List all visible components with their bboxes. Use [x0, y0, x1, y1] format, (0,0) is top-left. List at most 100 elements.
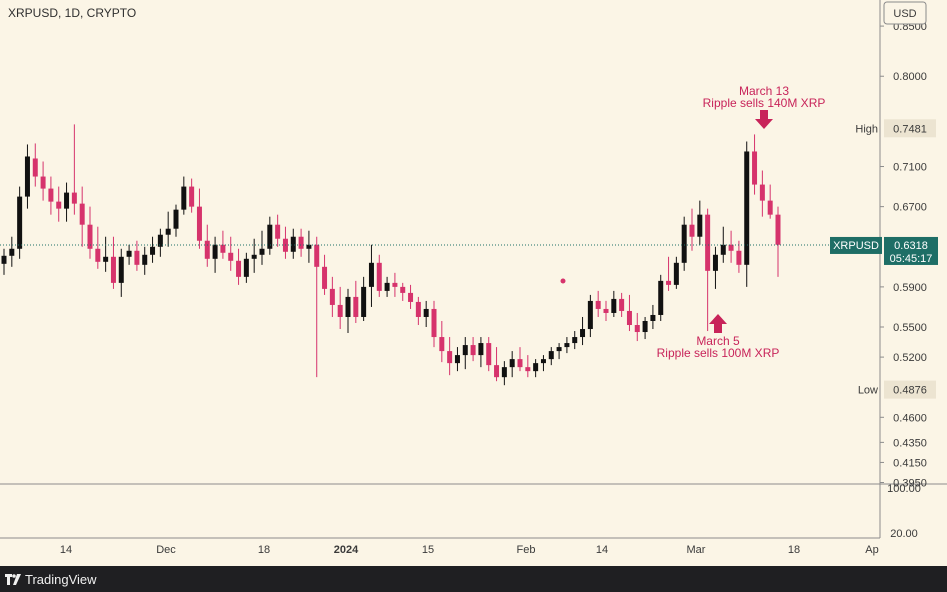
currency-button[interactable]: USD	[883, 1, 927, 25]
candle[interactable]	[142, 246, 148, 275]
candle[interactable]	[251, 238, 257, 273]
candle[interactable]	[165, 211, 171, 247]
candle[interactable]	[705, 208, 711, 332]
candle[interactable]	[626, 294, 632, 332]
candle[interactable]	[439, 320, 445, 363]
candle[interactable]	[470, 337, 476, 362]
candle[interactable]	[275, 214, 281, 247]
candle[interactable]	[408, 284, 414, 309]
candle[interactable]	[611, 290, 617, 317]
candle[interactable]	[587, 294, 593, 338]
candle[interactable]	[759, 170, 765, 217]
candle[interactable]	[548, 347, 554, 366]
candle[interactable]	[196, 188, 202, 249]
candle[interactable]	[650, 304, 656, 330]
candle[interactable]	[447, 337, 453, 376]
price-axis[interactable]: 0.85000.80000.71000.67000.59000.55000.52…	[879, 0, 927, 538]
candle[interactable]	[681, 216, 687, 271]
candle[interactable]	[79, 186, 85, 247]
candle[interactable]	[775, 206, 781, 277]
candle[interactable]	[212, 236, 218, 273]
candle[interactable]	[345, 288, 351, 334]
candle[interactable]	[17, 186, 23, 259]
candle[interactable]	[24, 144, 30, 209]
candle[interactable]	[204, 224, 210, 267]
candle[interactable]	[744, 141, 750, 287]
candle[interactable]	[595, 290, 601, 317]
candle[interactable]	[517, 347, 523, 372]
candle[interactable]	[118, 248, 124, 297]
candle[interactable]	[337, 286, 343, 330]
candle[interactable]	[697, 200, 703, 245]
candle[interactable]	[494, 347, 500, 382]
candle[interactable]	[509, 351, 515, 378]
candle[interactable]	[32, 143, 38, 187]
candle[interactable]	[40, 161, 46, 201]
candle[interactable]	[658, 274, 664, 321]
candle[interactable]	[666, 256, 672, 291]
candle[interactable]	[56, 186, 62, 222]
candle[interactable]	[454, 347, 460, 372]
candle[interactable]	[306, 230, 312, 263]
candle[interactable]	[110, 236, 116, 289]
candle[interactable]	[368, 244, 374, 307]
candle[interactable]	[64, 182, 70, 222]
candle[interactable]	[736, 240, 742, 273]
candle[interactable]	[236, 248, 242, 285]
candle[interactable]	[189, 178, 195, 213]
candle[interactable]	[689, 208, 695, 251]
candle[interactable]	[157, 228, 163, 257]
candle[interactable]	[415, 296, 421, 326]
candle[interactable]	[134, 240, 140, 271]
candle[interactable]	[392, 272, 398, 297]
candle[interactable]	[619, 292, 625, 317]
candle[interactable]	[462, 337, 468, 370]
candle[interactable]	[298, 228, 304, 257]
candle[interactable]	[767, 184, 773, 219]
candle[interactable]	[48, 176, 54, 215]
candle[interactable]	[126, 244, 132, 265]
candle[interactable]	[525, 355, 531, 378]
time-axis[interactable]: 14 Dec 18 2024 15 Feb 14 Mar 18 Ap	[0, 537, 880, 556]
tradingview-logo[interactable]: TradingView	[5, 572, 97, 587]
candle[interactable]	[181, 176, 187, 215]
candle[interactable]	[71, 124, 77, 215]
candle[interactable]	[642, 316, 648, 340]
candle[interactable]	[150, 236, 156, 263]
candle[interactable]	[540, 355, 546, 372]
candle[interactable]	[103, 236, 109, 272]
candle[interactable]	[572, 331, 578, 350]
candle[interactable]	[752, 134, 758, 195]
candle[interactable]	[87, 206, 93, 259]
candle[interactable]	[486, 337, 492, 372]
candle[interactable]	[603, 300, 609, 321]
candle[interactable]	[400, 282, 406, 301]
candle[interactable]	[95, 226, 101, 269]
candle[interactable]	[423, 300, 429, 328]
candle[interactable]	[243, 252, 249, 283]
candle[interactable]	[712, 246, 718, 289]
candle[interactable]	[259, 230, 265, 265]
candle[interactable]	[353, 280, 359, 324]
candle[interactable]	[728, 230, 734, 263]
candle[interactable]	[478, 337, 484, 368]
candle[interactable]	[376, 254, 382, 297]
candle[interactable]	[361, 276, 367, 321]
candle[interactable]	[556, 343, 562, 360]
candle[interactable]	[533, 359, 539, 378]
candle[interactable]	[228, 236, 234, 271]
candle[interactable]	[322, 254, 328, 295]
candle[interactable]	[384, 276, 390, 297]
candle[interactable]	[634, 312, 640, 342]
candle[interactable]	[564, 337, 570, 354]
candle[interactable]	[580, 316, 586, 346]
candle[interactable]	[314, 236, 320, 378]
candle[interactable]	[290, 228, 296, 259]
candle[interactable]	[267, 216, 273, 255]
candle[interactable]	[431, 300, 437, 348]
candle[interactable]	[501, 361, 507, 386]
candle[interactable]	[1, 248, 7, 275]
candle[interactable]	[173, 204, 179, 237]
candle[interactable]	[9, 236, 15, 267]
